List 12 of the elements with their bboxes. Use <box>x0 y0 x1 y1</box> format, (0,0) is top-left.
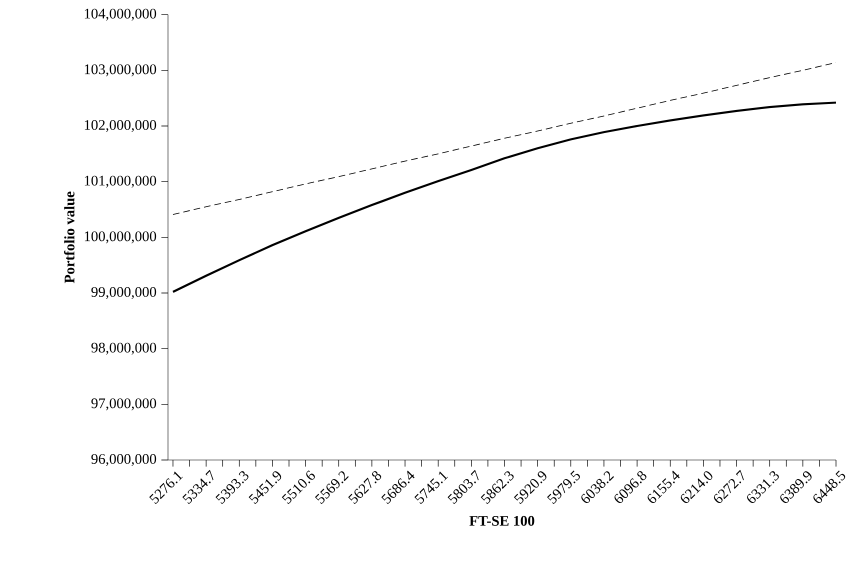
line-series <box>172 102 836 293</box>
y-tick-label: 96,000,000 <box>91 454 156 466</box>
y-tick-label: 102,000,000 <box>84 120 156 132</box>
y-tick-label: 100,000,000 <box>84 231 156 244</box>
x-axis-title: FT-SE 100 <box>469 516 534 526</box>
y-tick-label: 97,000,000 <box>91 398 156 410</box>
y-tick-label: 99,000,000 <box>91 287 156 299</box>
y-tick-label: 101,000,000 <box>84 176 156 188</box>
y-axis-title: Portfolio value <box>64 192 74 284</box>
y-tick-label: 104,000,000 <box>84 8 156 21</box>
y-tick-label: 98,000,000 <box>91 342 156 355</box>
y-tick-label: 103,000,000 <box>84 64 156 76</box>
